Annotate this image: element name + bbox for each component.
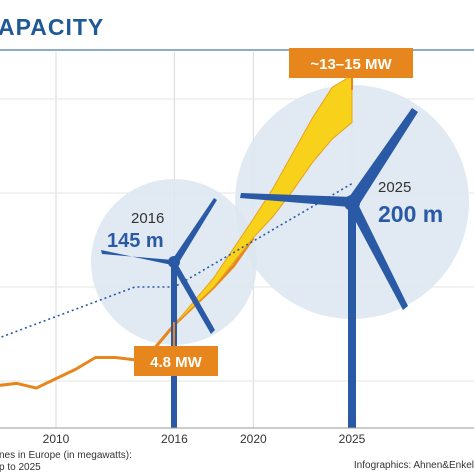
- turbine-2025-blade-down: [348, 200, 408, 310]
- turbine-2025-year: 2025: [378, 179, 411, 196]
- turbine-2025-blade-up: [347, 108, 418, 208]
- turbine-2025-height: 200 m: [378, 201, 443, 227]
- callout-current-label: 4.8 MW: [150, 354, 203, 371]
- x-tick-label: 2010: [43, 432, 70, 446]
- x-tick-label: 2025: [339, 432, 366, 446]
- footnote-line2: p to 2025: [0, 462, 41, 473]
- callout-future-capacity: ~13–15 MW: [289, 48, 413, 90]
- x-tick-label: 2016: [161, 432, 188, 446]
- turbine-2025: [240, 108, 418, 428]
- turbine-2016-height: 145 m: [107, 230, 164, 252]
- series-layer: [0, 74, 353, 390]
- turbine-2025-hub: [344, 195, 360, 211]
- x-tick-label: 2020: [240, 432, 267, 446]
- turbine-2016-blade-down: [171, 260, 215, 334]
- callout-future-label: ~13–15 MW: [310, 56, 392, 73]
- credit: Infographics: Ahnen&Enkel: [354, 460, 474, 471]
- turbine-2025-tower: [348, 206, 356, 428]
- turbine-2016-blade-left: [101, 250, 173, 265]
- turbine-2016-year: 2016: [131, 210, 164, 227]
- chart-title: APACITY: [0, 14, 104, 40]
- turbine-2016-blade-up: [172, 198, 217, 264]
- turbine-2016-hub: [168, 256, 180, 268]
- x-axis-ticks: 2010 2016 2020 2025: [43, 432, 366, 446]
- footnote-line1: nes in Europe (in megawatts):: [0, 450, 132, 461]
- forecast-band: [174, 74, 353, 325]
- callout-current-capacity: 4.8 MW: [134, 322, 218, 376]
- turbine-2025-blade-left: [240, 193, 353, 207]
